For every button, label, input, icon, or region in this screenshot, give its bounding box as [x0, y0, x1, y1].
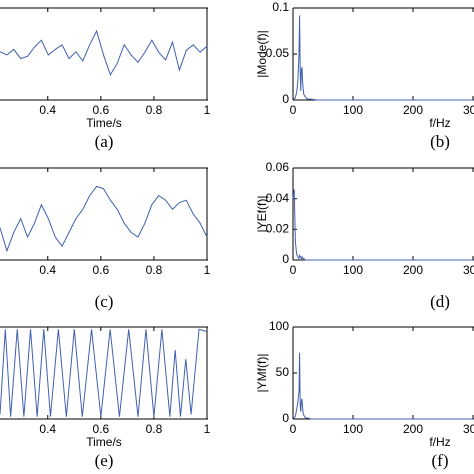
signal-line [292, 15, 473, 101]
x-tick-label: 0.4 [39, 103, 56, 117]
x-tick-label: 0.8 [146, 263, 163, 277]
x-tick-label: 100 [343, 263, 363, 277]
x-tick-label: 200 [403, 103, 423, 117]
x-tick-label: 300 [463, 263, 474, 277]
x-axis-label: f/Hz [429, 116, 450, 130]
x-tick-label: 200 [403, 263, 423, 277]
x-tick-label: 0.6 [93, 263, 110, 277]
y-tick-label: 100 [269, 319, 289, 333]
y-tick-label: 0.04 [266, 191, 290, 205]
panel-caption: (f) [432, 451, 449, 470]
signal-line [0, 29, 208, 76]
x-tick-label: 100 [343, 422, 363, 436]
y-axis-label: |Mode(f)| [255, 30, 269, 78]
y-axis-label: |YEf(f)| [255, 196, 269, 233]
y-tick-label: 50 [276, 365, 290, 379]
x-tick-label: 300 [463, 103, 474, 117]
x-tick-label: 1 [204, 103, 211, 117]
signal-line [292, 352, 473, 420]
x-tick-label: 1 [204, 263, 211, 277]
x-tick-label: 0 [290, 263, 297, 277]
panel-caption: (a) [95, 132, 114, 151]
panel-caption: (c) [95, 292, 114, 311]
x-tick-label: 300 [463, 422, 474, 436]
signal-line [292, 189, 473, 261]
y-tick-label: 0.02 [266, 222, 290, 236]
x-tick-label: 0.4 [39, 263, 56, 277]
x-axis-label: Time/s [86, 435, 122, 449]
signal-line [0, 328, 208, 417]
x-axis-label: f/Hz [429, 435, 450, 449]
y-tick-label: 0 [282, 92, 289, 106]
x-tick-label: 0.4 [39, 422, 56, 436]
x-tick-label: 0.6 [93, 103, 110, 117]
x-tick-label: 0 [290, 103, 297, 117]
x-tick-label: 0.8 [146, 103, 163, 117]
panel-caption: (d) [430, 292, 450, 311]
y-tick-label: 0.1 [272, 0, 289, 14]
y-axis-label: |YMf(f)| [255, 354, 269, 393]
x-tick-label: 200 [403, 422, 423, 436]
x-tick-label: 100 [343, 103, 363, 117]
x-tick-label: 1 [204, 422, 211, 436]
y-tick-label: 0 [282, 252, 289, 266]
y-tick-label: 0.05 [266, 46, 290, 60]
y-tick-label: 0.06 [266, 160, 290, 174]
signal-line [0, 185, 208, 253]
y-tick-label: 0 [282, 411, 289, 425]
x-axis-label: Time/s [86, 116, 122, 130]
x-tick-label: 0 [290, 422, 297, 436]
panel-caption: (e) [95, 451, 114, 470]
panel-caption: (b) [430, 132, 450, 151]
x-tick-label: 0.6 [93, 422, 110, 436]
x-tick-label: 0.8 [146, 422, 163, 436]
